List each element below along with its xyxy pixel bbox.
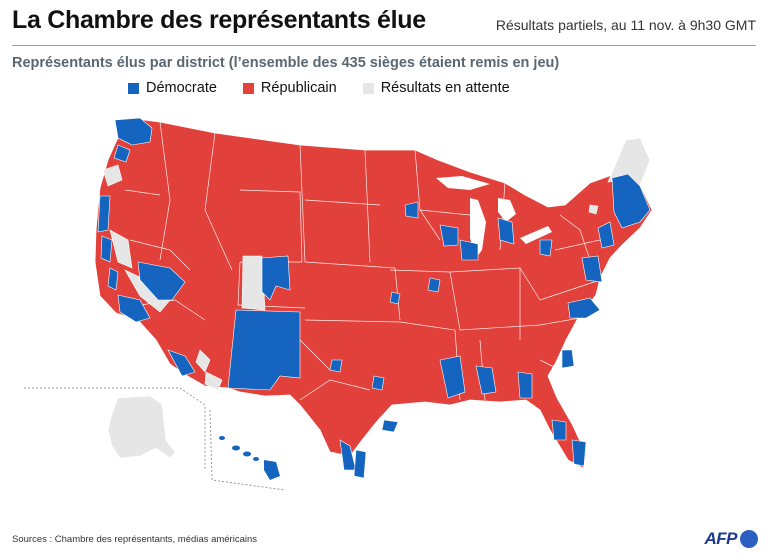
pending-districts (102, 137, 651, 391)
sources-note: Sources : Chambre des représentants, méd… (12, 534, 258, 545)
header-divider (12, 45, 756, 46)
legend-swatch-republican (242, 82, 254, 94)
alaska-shape (107, 395, 176, 459)
afp-logo: AFP (704, 529, 758, 549)
afp-logo-dot-icon (740, 530, 758, 548)
lake-superior (436, 176, 490, 190)
legend-label-pending: Résultats en attente (380, 80, 510, 96)
afp-logo-text: AFP (704, 529, 738, 548)
legend-item-pending: Résultats en attente (362, 80, 510, 96)
alaska-frame (24, 387, 206, 470)
legend-label-democrat: Démocrate (146, 80, 217, 96)
legend: Démocrate Républicain Résultats en atten… (128, 80, 510, 96)
legend-swatch-democrat (128, 82, 139, 94)
legend-label-republican: Républicain (260, 80, 337, 96)
legend-item-democrat: Démocrate (128, 80, 217, 96)
page-title: La Chambre des représentants élue (12, 6, 426, 34)
legend-item-republican: Républicain (242, 80, 337, 96)
hawaii-islands (219, 436, 280, 480)
democrat-districts (97, 117, 651, 479)
map-subtitle: Représentants élus par district (l’ensem… (12, 55, 560, 71)
lake-erie (520, 226, 552, 244)
contiguous-us-base (94, 117, 653, 469)
update-date: Résultats partiels, au 11 nov. à 9h30 GM… (495, 17, 756, 33)
legend-swatch-pending (362, 82, 374, 94)
